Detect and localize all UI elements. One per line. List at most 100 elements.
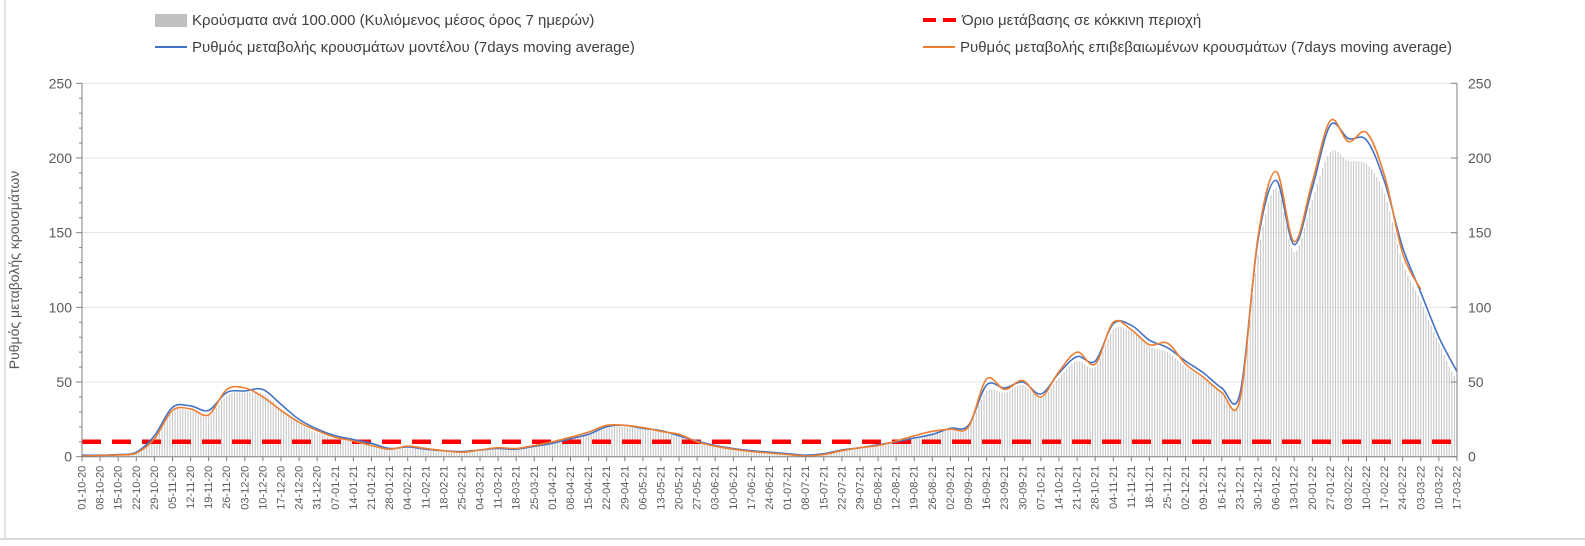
svg-text:03-03-22: 03-03-22 — [1415, 466, 1427, 510]
svg-text:14-10-21: 14-10-21 — [1054, 466, 1066, 510]
svg-text:24-02-22: 24-02-22 — [1397, 466, 1409, 510]
svg-text:25-02-21: 25-02-21 — [456, 466, 468, 510]
svg-text:29-07-21: 29-07-21 — [855, 466, 867, 510]
svg-text:03-06-21: 03-06-21 — [710, 466, 722, 510]
svg-text:10-03-22: 10-03-22 — [1433, 466, 1445, 510]
svg-text:17-02-22: 17-02-22 — [1379, 466, 1391, 510]
svg-text:10-12-20: 10-12-20 — [257, 466, 269, 510]
svg-text:01-07-21: 01-07-21 — [782, 466, 794, 510]
svg-text:23-09-21: 23-09-21 — [999, 466, 1011, 510]
svg-text:04-02-21: 04-02-21 — [402, 466, 414, 510]
legend-item-model-line: Ρυθμός μεταβολής κρουσμάτων μοντέλου (7d… — [155, 38, 635, 56]
svg-text:12-11-20: 12-11-20 — [185, 466, 197, 509]
svg-text:27-05-21: 27-05-21 — [692, 466, 704, 510]
svg-text:17-03-22: 17-03-22 — [1452, 466, 1464, 510]
svg-text:03-12-20: 03-12-20 — [239, 466, 251, 510]
svg-text:22-10-20: 22-10-20 — [131, 466, 143, 510]
svg-text:10-06-21: 10-06-21 — [728, 466, 740, 510]
svg-text:05-08-21: 05-08-21 — [873, 466, 885, 510]
svg-text:01-04-21: 01-04-21 — [547, 466, 559, 510]
svg-text:02-09-21: 02-09-21 — [945, 466, 957, 510]
window-left-border — [4, 0, 6, 538]
svg-text:23-12-21: 23-12-21 — [1234, 466, 1246, 510]
svg-text:17-12-20: 17-12-20 — [276, 466, 288, 510]
svg-text:27-01-22: 27-01-22 — [1325, 466, 1337, 510]
svg-text:20-01-22: 20-01-22 — [1307, 466, 1319, 510]
confirmed-line-legend-swatch — [923, 45, 955, 49]
svg-text:50: 50 — [56, 374, 72, 390]
svg-text:08-04-21: 08-04-21 — [565, 466, 577, 510]
svg-text:25-11-21: 25-11-21 — [1162, 466, 1174, 509]
svg-text:18-11-21: 18-11-21 — [1144, 466, 1156, 509]
svg-text:0: 0 — [1468, 449, 1476, 465]
svg-text:21-01-21: 21-01-21 — [366, 466, 378, 510]
svg-text:30-12-21: 30-12-21 — [1253, 466, 1265, 510]
svg-text:19-11-20: 19-11-20 — [203, 466, 215, 509]
svg-text:250: 250 — [49, 75, 73, 91]
y-axis-labels-right: 0 50 100 150 200 250 — [1468, 75, 1492, 464]
svg-text:0: 0 — [64, 449, 72, 465]
svg-text:10-02-22: 10-02-22 — [1361, 466, 1373, 510]
svg-text:31-12-20: 31-12-20 — [312, 466, 324, 510]
confirmed-line — [81, 118, 1422, 457]
bars-legend-swatch — [155, 13, 187, 27]
svg-text:16-09-21: 16-09-21 — [981, 466, 993, 510]
legend-item-confirmed-line: Ρυθμός μεταβολής επιβεβαιωμένων κρουσμάτ… — [923, 38, 1452, 56]
svg-text:24-06-21: 24-06-21 — [764, 466, 776, 510]
model-line-legend-swatch — [155, 45, 187, 49]
threshold-legend-label: Όριο μετάβασης σε κόκκινη περιοχή — [962, 11, 1202, 29]
svg-text:07-10-21: 07-10-21 — [1035, 466, 1047, 510]
svg-text:11-11-21: 11-11-21 — [1126, 466, 1138, 508]
svg-text:16-12-21: 16-12-21 — [1216, 466, 1228, 510]
svg-text:15-07-21: 15-07-21 — [818, 466, 830, 510]
svg-text:15-04-21: 15-04-21 — [583, 466, 595, 510]
svg-text:28-01-21: 28-01-21 — [384, 466, 396, 510]
y-axis-labels-left: 0 50 100 150 200 250 — [49, 75, 73, 464]
svg-text:150: 150 — [1468, 225, 1492, 241]
svg-text:03-02-22: 03-02-22 — [1343, 466, 1355, 510]
svg-text:50: 50 — [1468, 374, 1484, 390]
threshold-legend-swatch — [923, 17, 957, 23]
svg-text:08-07-21: 08-07-21 — [800, 466, 812, 510]
svg-text:18-03-21: 18-03-21 — [511, 466, 523, 510]
svg-text:09-12-21: 09-12-21 — [1198, 466, 1210, 510]
svg-text:29-10-20: 29-10-20 — [149, 466, 161, 510]
svg-text:17-06-21: 17-06-21 — [746, 466, 758, 510]
svg-text:250: 250 — [1468, 75, 1492, 91]
svg-text:100: 100 — [49, 299, 73, 315]
svg-text:11-03-21: 11-03-21 — [493, 466, 505, 509]
svg-text:200: 200 — [1468, 150, 1492, 166]
svg-text:04-11-21: 04-11-21 — [1108, 466, 1120, 509]
svg-text:100: 100 — [1468, 299, 1492, 315]
svg-text:18-02-21: 18-02-21 — [438, 466, 450, 510]
svg-text:22-07-21: 22-07-21 — [836, 466, 848, 510]
svg-text:13-05-21: 13-05-21 — [655, 466, 667, 510]
window-bottom-border — [0, 538, 1585, 540]
confirmed-line-legend-label: Ρυθμός μεταβολής επιβεβαιωμένων κρουσμάτ… — [960, 38, 1452, 56]
svg-text:19-08-21: 19-08-21 — [909, 466, 921, 510]
legend-item-bars: Κρούσματα ανά 100.000 (Κυλιόμενος μέσος … — [155, 11, 594, 29]
svg-text:21-10-21: 21-10-21 — [1072, 466, 1084, 510]
svg-text:15-10-20: 15-10-20 — [113, 466, 125, 510]
svg-text:07-01-21: 07-01-21 — [330, 466, 342, 510]
gridlines — [82, 82, 1457, 383]
svg-text:13-01-22: 13-01-22 — [1289, 466, 1301, 510]
legend-item-threshold: Όριο μετάβασης σε κόκκινη περιοχή — [923, 11, 1201, 29]
svg-text:28-10-21: 28-10-21 — [1090, 466, 1102, 510]
svg-text:01-10-20: 01-10-20 — [77, 466, 89, 510]
svg-text:06-01-22: 06-01-22 — [1271, 466, 1283, 510]
svg-text:04-03-21: 04-03-21 — [475, 466, 487, 510]
svg-text:150: 150 — [49, 225, 73, 241]
svg-text:14-01-21: 14-01-21 — [348, 466, 360, 510]
svg-text:20-05-21: 20-05-21 — [674, 466, 686, 510]
bars-series — [81, 150, 1458, 457]
x-axis-labels: 01-10-20 08-10-20 15-10-20 22-10-20 29-10-20… — [77, 466, 1464, 510]
model-line-legend-label: Ρυθμός μεταβολής κρουσμάτων μοντέλου (7d… — [192, 38, 635, 56]
svg-text:24-12-20: 24-12-20 — [294, 466, 306, 510]
svg-text:09-09-21: 09-09-21 — [963, 466, 975, 510]
svg-text:05-11-20: 05-11-20 — [167, 466, 179, 509]
axes — [76, 82, 1458, 462]
svg-text:30-09-21: 30-09-21 — [1017, 466, 1029, 510]
